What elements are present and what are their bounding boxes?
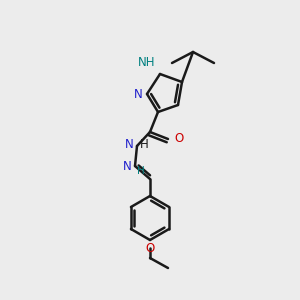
Text: NH: NH [137, 56, 155, 69]
Text: O: O [174, 131, 183, 145]
Text: H: H [140, 139, 149, 152]
Text: O: O [146, 242, 154, 255]
Text: H: H [137, 166, 145, 176]
Text: N: N [125, 139, 134, 152]
Text: N: N [123, 160, 132, 173]
Text: N: N [134, 88, 143, 100]
